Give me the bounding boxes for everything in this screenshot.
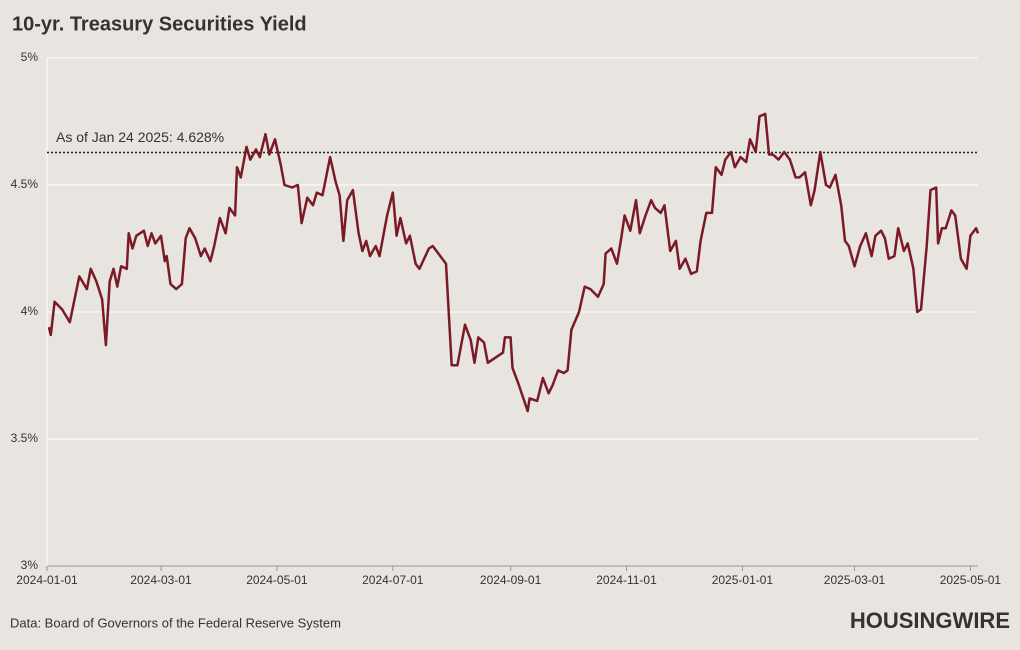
x-tick-label: 2024-05-01 — [246, 573, 308, 587]
x-tick-label: 2024-03-01 — [130, 573, 192, 587]
x-tick-label: 2025-01-01 — [712, 573, 774, 587]
x-tick-label: 2024-11-01 — [596, 573, 657, 587]
logo: HOUSINGWIRE — [850, 608, 1010, 633]
y-tick-label: 5% — [21, 50, 39, 64]
series-line — [47, 112, 980, 413]
x-tick-label: 2024-07-01 — [362, 573, 424, 587]
y-tick-label: 4.5% — [11, 177, 39, 191]
chart-title: 10-yr. Treasury Securities Yield — [12, 13, 307, 35]
x-tick-label: 2024-09-01 — [480, 573, 542, 587]
x-tick-label: 2024-01-01 — [16, 573, 78, 587]
x-tick-label: 2025-03-01 — [824, 573, 886, 587]
y-tick-label: 4% — [21, 304, 39, 318]
x-tick-label: 2025-05-01 — [940, 573, 1002, 587]
y-tick-label: 3.5% — [11, 431, 39, 445]
annotation: As of Jan 24 2025: 4.628% — [56, 129, 224, 145]
source: Data: Board of Governors of the Federal … — [10, 615, 341, 630]
y-tick-label: 3% — [21, 558, 39, 572]
